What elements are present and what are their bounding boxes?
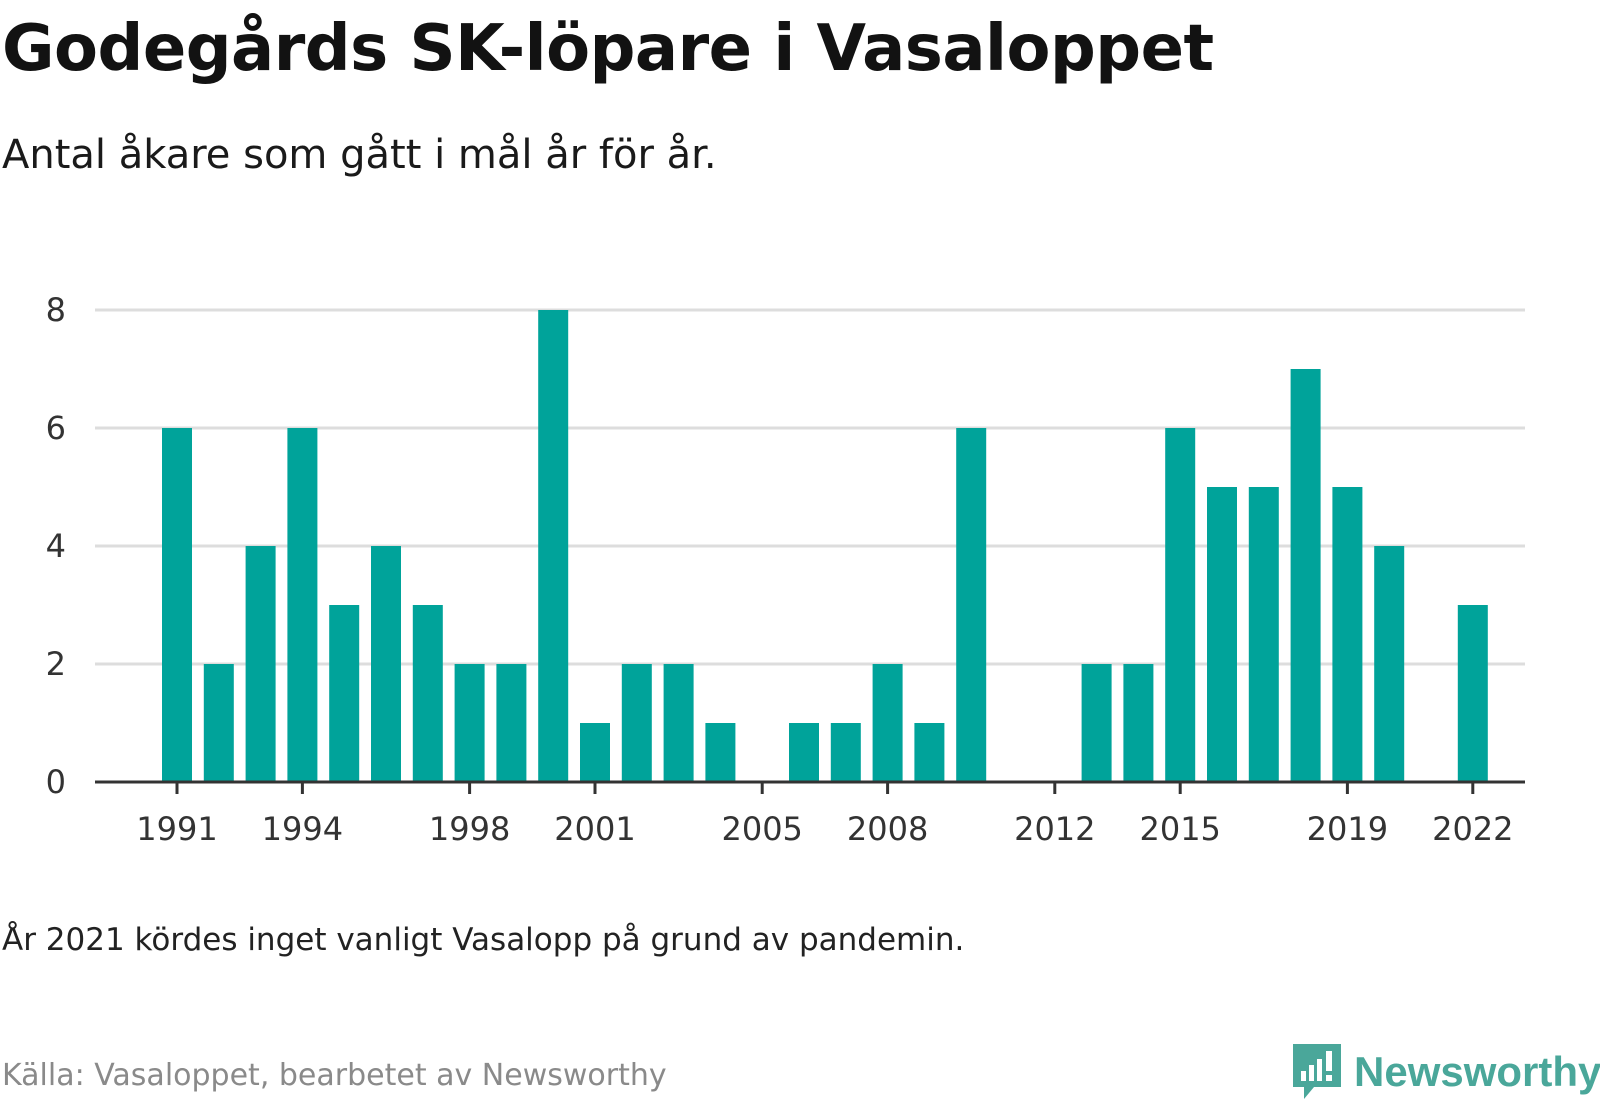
x-tick-label: 2019	[1307, 810, 1388, 848]
bar-2019[interactable]	[1332, 487, 1363, 782]
bar-2010[interactable]	[956, 428, 987, 782]
bar-2003[interactable]	[663, 664, 694, 782]
x-tick-label: 2015	[1139, 810, 1220, 848]
bar-2004[interactable]	[705, 723, 736, 782]
chart-subtitle: Antal åkare som gått i mål år för år.	[2, 132, 717, 178]
x-tick-label: 1994	[262, 810, 343, 848]
bar-1991[interactable]	[162, 428, 192, 782]
bar-1996[interactable]	[371, 546, 401, 782]
bar-2018[interactable]	[1290, 369, 1321, 782]
bar-2013[interactable]	[1081, 664, 1112, 782]
newsworthy-logo-icon	[1293, 1044, 1341, 1099]
x-tick-label: 1998	[429, 810, 510, 848]
bar-2001[interactable]	[580, 723, 610, 782]
bar-2020[interactable]	[1374, 546, 1405, 782]
x-tick-label: 2008	[847, 810, 928, 848]
bar-2014[interactable]	[1123, 664, 1154, 782]
bar-2006[interactable]	[789, 723, 819, 782]
chart-note: År 2021 kördes inget vanligt Vasalopp på…	[2, 922, 965, 958]
bar-2009[interactable]	[914, 723, 945, 782]
source-text: Källa: Vasaloppet, bearbetet av Newswort…	[2, 1058, 667, 1093]
bar-2017[interactable]	[1248, 487, 1279, 782]
x-tick-label: 2001	[554, 810, 635, 848]
bar-chart: 0 2 4 6 8 1991 1994 1998 2001 2005 2008 2012 2015 20…	[46, 291, 1525, 848]
x-tick-label: 2012	[1014, 810, 1095, 848]
y-tick-label: 0	[46, 763, 66, 801]
bar-2008[interactable]	[872, 664, 903, 782]
y-tick-label: 8	[46, 291, 66, 329]
bar-2016[interactable]	[1207, 487, 1237, 782]
y-tick-label: 6	[46, 409, 66, 447]
y-tick-label: 4	[46, 527, 66, 565]
y-tick-label: 2	[46, 645, 66, 683]
x-tick-label: 2022	[1432, 810, 1513, 848]
bar-2007[interactable]	[830, 723, 861, 782]
x-axis-ticks: 1991 1994 1998 2001 2005 2008 2012 2015 2019 2022	[136, 782, 1514, 848]
bar-1998[interactable]	[454, 664, 485, 782]
logo-text: Newsworthy	[1354, 1048, 1600, 1095]
bar-2015[interactable]	[1165, 428, 1196, 782]
bar-1992[interactable]	[203, 664, 234, 782]
bar-2002[interactable]	[621, 664, 652, 782]
newsworthy-logo[interactable]: Newsworthy	[1290, 1040, 1600, 1104]
chart-title: Godegårds SK-löpare i Vasaloppet	[2, 12, 1214, 86]
grid-lines	[95, 308, 1525, 666]
bar-1997[interactable]	[412, 605, 443, 782]
x-tick-label: 1991	[136, 810, 217, 848]
bars	[162, 310, 1488, 782]
bar-1995[interactable]	[329, 605, 360, 782]
bar-1994[interactable]	[287, 428, 318, 782]
bar-2000[interactable]	[538, 310, 569, 782]
bar-1993[interactable]	[245, 546, 276, 782]
bar-2022[interactable]	[1457, 605, 1488, 782]
y-axis-ticks: 0 2 4 6 8	[46, 291, 66, 801]
x-tick-label: 2005	[721, 810, 802, 848]
bar-1999[interactable]	[496, 664, 527, 782]
